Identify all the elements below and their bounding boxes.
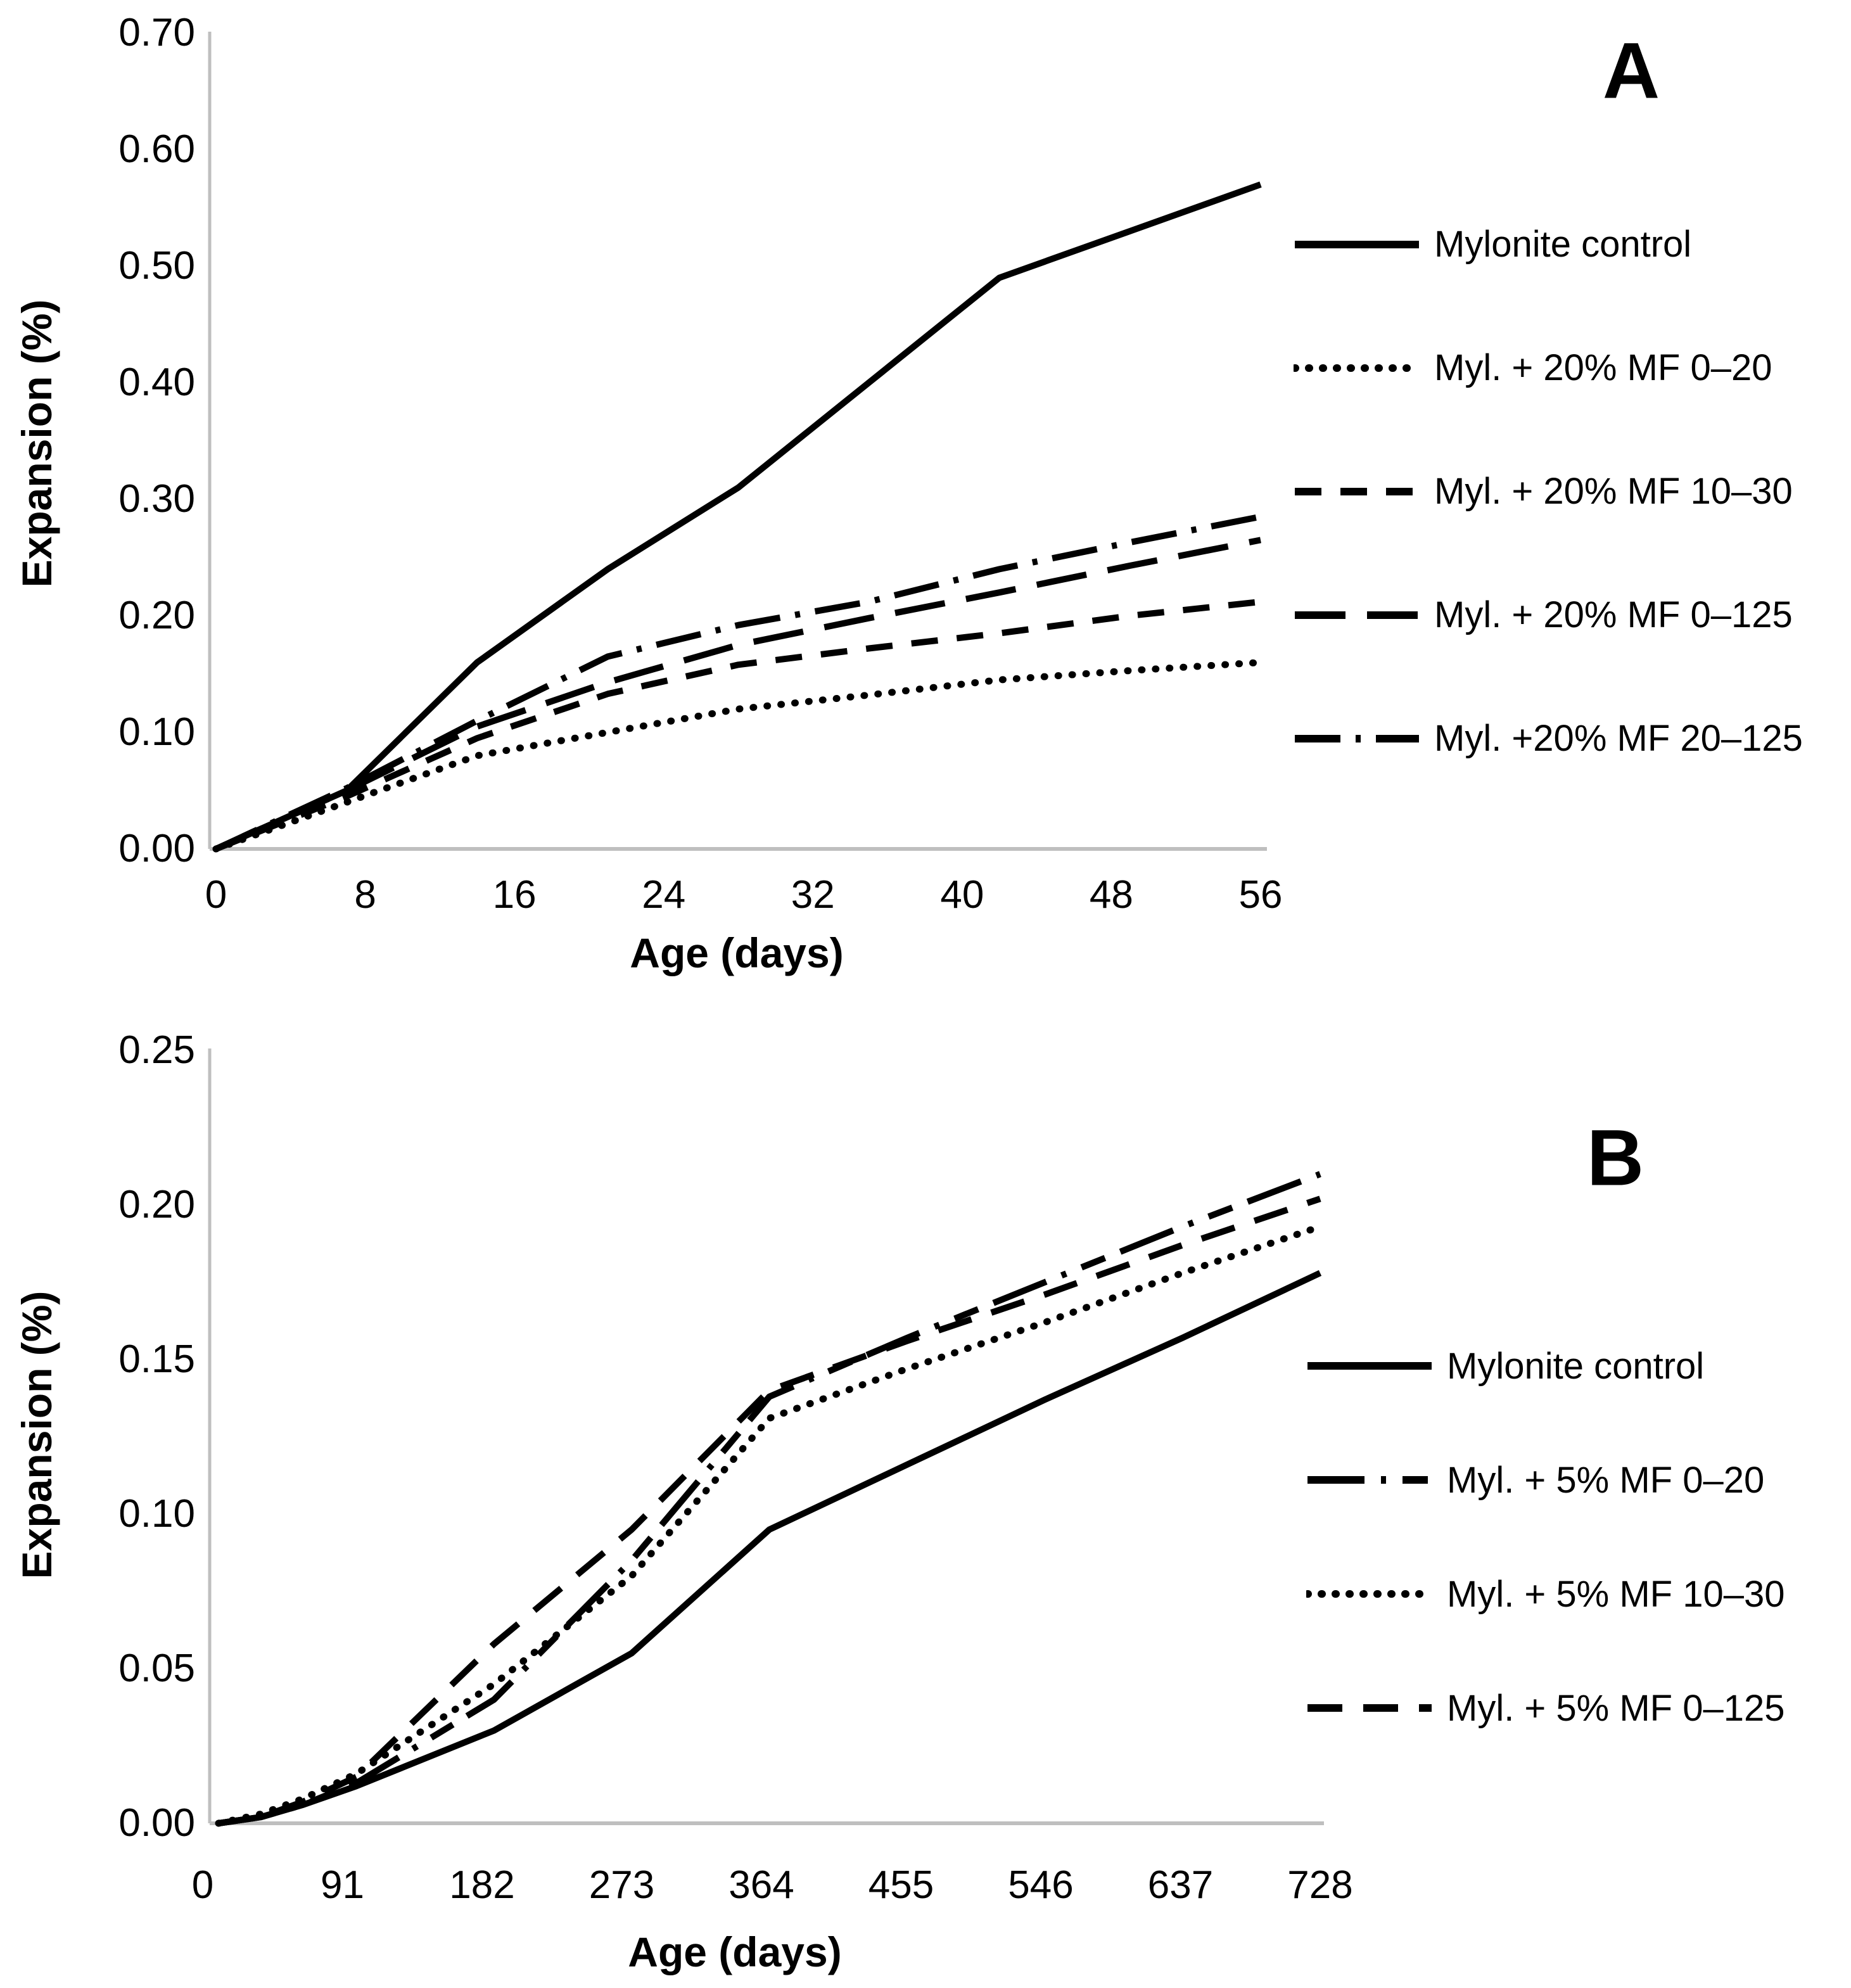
panel-a-legend-item-mylonite-control: Mylonite control [1294,182,1803,306]
panel-a-legend-label: Myl. +20% MF 20–125 [1434,718,1803,759]
panel-b-legend-item-myl-5-mf-0-125: Myl. + 5% MF 0–125 [1306,1651,1785,1765]
panel-a-series-mylonite-control [214,181,1262,852]
panel-b-legend-line-sample [1307,1704,1432,1712]
panel-b-legend-line-sample [1307,1476,1432,1484]
panel-b-x-tick-label: 182 [449,1863,515,1907]
panel-a-legend-item-myl-20-mf-0-20: Myl. + 20% MF 0–20 [1294,306,1803,430]
panel-b-legend-label: Myl. + 5% MF 0–125 [1447,1687,1785,1729]
panel-b-legend-line-sample [1307,1362,1432,1370]
panel-a-x-tick-label: 32 [791,873,835,917]
panel-b-x-tick-label: 273 [588,1863,655,1907]
panel-a-legend-item-myl-20-mf-20-125: Myl. +20% MF 20–125 [1294,677,1803,800]
panel-a-legend-label: Myl. + 20% MF 0–125 [1434,594,1793,635]
panel-a-x-tick-label: 0 [205,873,227,917]
panel-b-legend-item-mylonite-control: Mylonite control [1306,1309,1785,1423]
panel-b-legend: Mylonite control Myl. + 5% MF 0–20 Myl. + … [1306,1309,1785,1765]
panel-a-legend-line-sample [1295,240,1419,248]
panel-a-legend-line-sample [1295,611,1419,619]
panel-a-legend-line-sample [1295,734,1419,742]
panel-b-x-tick-label: 637 [1147,1863,1214,1907]
panel-b-legend-item-myl-5-mf-0-20: Myl. + 5% MF 0–20 [1306,1423,1785,1537]
panel-b-y-tick-label: 0.20 [118,1183,195,1227]
panel-b-y-tick-label: 0.00 [118,1801,195,1845]
panel-b-series-myl-5-mf-0-125 [218,1195,1321,1826]
panel-b-y-tick-label: 0.25 [118,1028,195,1072]
panel-a-legend-label: Myl. + 20% MF 10–30 [1434,471,1793,512]
panel-a-y-tick-label: 0.20 [118,594,195,637]
panel-b-x-tick-label: 455 [868,1863,934,1907]
panel-b-x-tick-label: 91 [321,1863,364,1907]
panel-b-y-tick-label: 0.05 [118,1647,195,1690]
panel-a-legend-line-sample [1295,487,1419,495]
panel-a-legend: Mylonite control Myl. + 20% MF 0–20 Myl. +… [1294,182,1803,800]
panel-b-x-tick-label: 0 [191,1863,214,1907]
panel-a-legend-line-sample [1294,364,1420,372]
panel-b-y-tick-label: 0.10 [118,1492,195,1536]
panel-a-y-tick-label: 0.60 [118,127,195,171]
panel-a-y-tick-label: 0.40 [118,360,195,404]
panel-a-series-myl-20-mf-0-125 [214,537,1261,852]
panel-a-y-tick-label: 0.10 [118,710,195,754]
panel-a-legend-item-myl-20-mf-10-30: Myl. + 20% MF 10–30 [1294,430,1803,553]
panel-a-x-tick-label: 8 [354,873,376,917]
panel-a-x-tick-label: 48 [1089,873,1133,917]
panel-b-x-tick-label: 364 [728,1863,794,1907]
panel-a-y-tick-label: 0.30 [118,477,195,521]
panel-a-series-myl-20-mf-10-30 [215,598,1261,852]
panel-b-y-axis-title: Expansion (%) [13,1290,60,1579]
panel-b-y-tick-label: 0.15 [118,1337,195,1381]
panel-a-x-tick-label: 56 [1238,873,1283,917]
panel-a-x-tick-label: 16 [492,873,537,917]
panel-b-series-myl-5-mf-10-30 [215,1223,1324,1827]
panel-a-series-myl-20-mf-0-20 [212,659,1264,853]
panel-a-y-tick-label: 0.00 [118,827,195,870]
panel-b-legend-label: Mylonite control [1447,1345,1705,1387]
panel-b-x-axis-title: Age (days) [628,1928,842,1975]
panel-a-y-axis-title: Expansion (%) [13,299,60,588]
panel-a-legend-label: Myl. + 20% MF 0–20 [1434,347,1772,388]
panel-a-y-tick-label: 0.50 [118,244,195,288]
panel-a-letter: A [1602,27,1660,115]
panel-a-x-tick-label: 40 [940,873,984,917]
panel-b-series-mylonite-control [218,1270,1322,1826]
panel-b-legend-label: Myl. + 5% MF 10–30 [1447,1573,1785,1615]
panel-a-series-myl-20-mf-20-125 [214,513,1261,852]
panel-a-legend-label: Mylonite control [1434,224,1692,265]
panel-a-x-axis-title: Age (days) [630,929,844,976]
panel-b-series-myl-5-mf-0-20 [218,1171,1321,1826]
panel-a-legend-item-myl-20-mf-0-125: Myl. + 20% MF 0–125 [1294,553,1803,677]
panel-a-y-tick-label: 0.70 [118,11,195,54]
panel-b-legend-line-sample [1306,1590,1433,1598]
panel-a-x-tick-label: 24 [642,873,686,917]
panel-b-letter: B [1586,1114,1644,1202]
panel-b-x-tick-label: 546 [1008,1863,1074,1907]
panel-b-legend-label: Myl. + 5% MF 0–20 [1447,1459,1765,1501]
panel-b-x-tick-label: 728 [1287,1863,1353,1907]
panel-b-legend-item-myl-5-mf-10-30: Myl. + 5% MF 10–30 [1306,1537,1785,1651]
